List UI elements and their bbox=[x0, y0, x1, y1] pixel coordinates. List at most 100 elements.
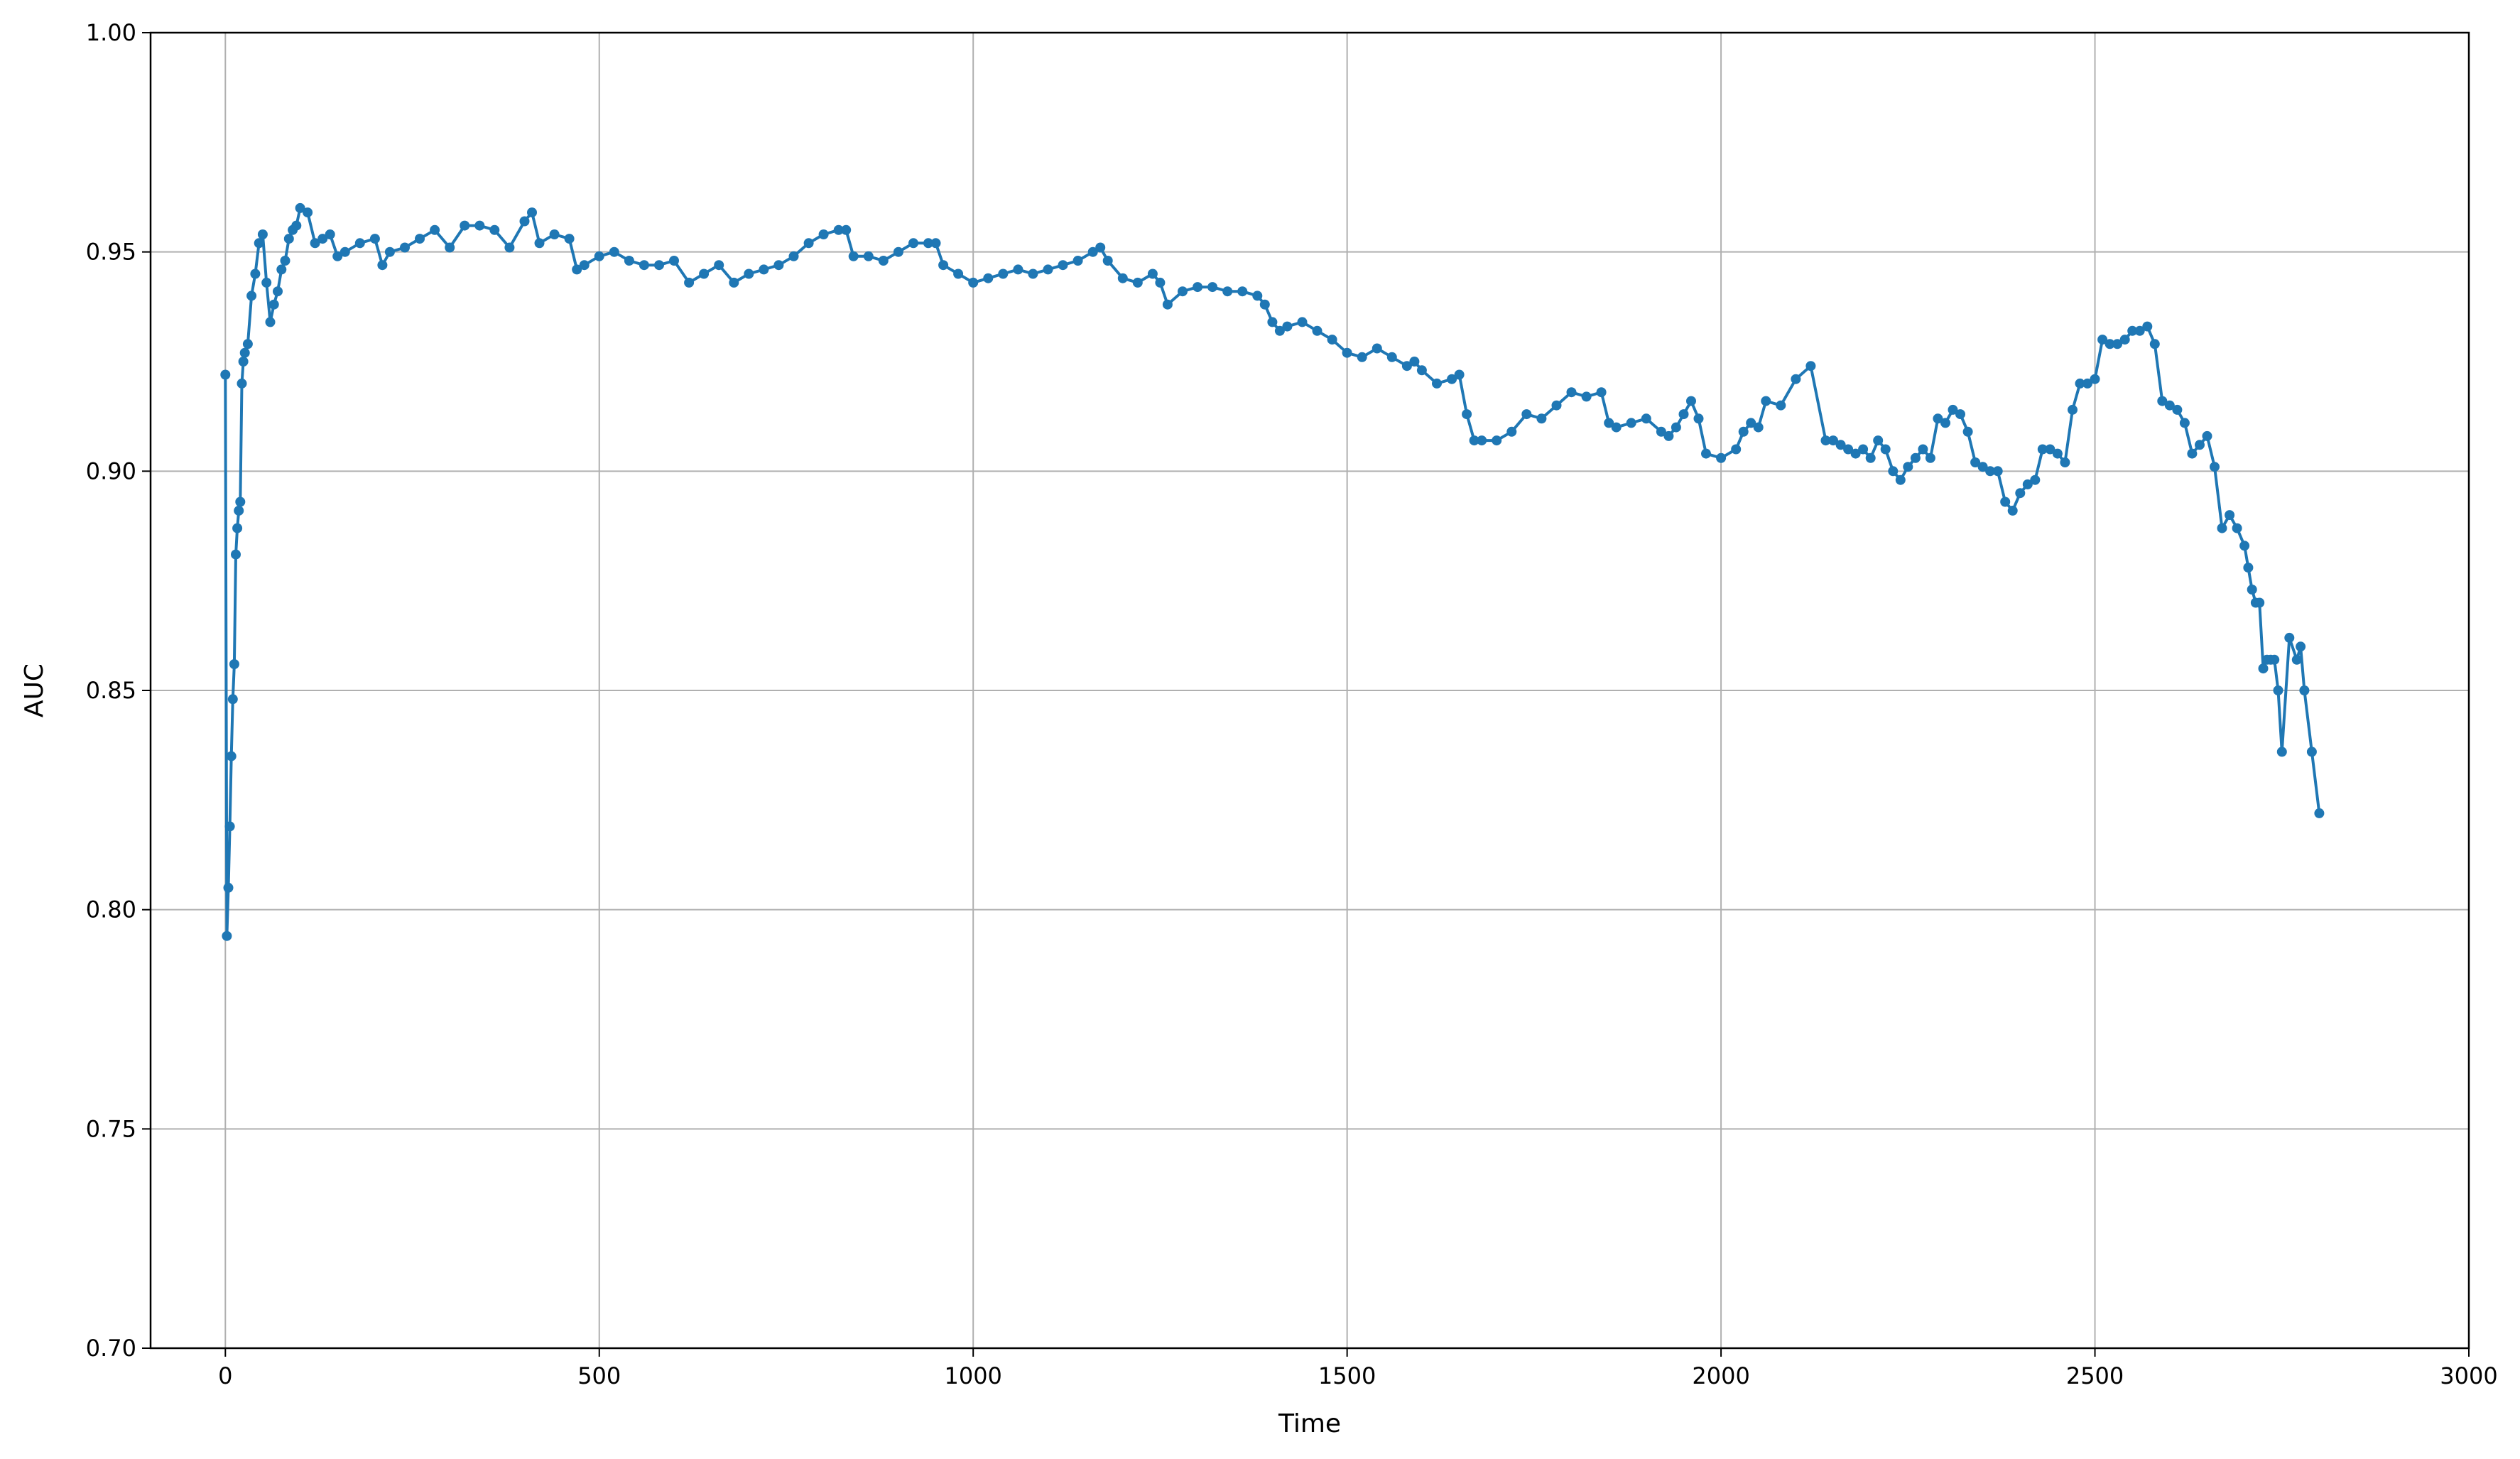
data-point bbox=[773, 260, 784, 271]
y-tick-label: 0.95 bbox=[86, 239, 136, 266]
data-point bbox=[2239, 541, 2250, 551]
data-point bbox=[2254, 597, 2265, 608]
data-point bbox=[2022, 479, 2033, 489]
data-point bbox=[1805, 361, 1816, 371]
y-tick-label: 0.85 bbox=[86, 677, 136, 704]
data-point bbox=[938, 260, 949, 271]
data-point bbox=[340, 246, 350, 257]
data-point bbox=[332, 251, 343, 261]
data-point bbox=[1858, 444, 1869, 455]
data-point bbox=[369, 234, 380, 244]
data-point bbox=[1888, 466, 1899, 477]
data-point bbox=[1962, 426, 1973, 437]
data-point bbox=[1178, 286, 1188, 297]
x-tick-label: 500 bbox=[577, 1362, 621, 1389]
data-point bbox=[2276, 747, 2287, 757]
x-tick-label: 1000 bbox=[944, 1362, 1001, 1389]
data-point bbox=[1746, 418, 1756, 428]
data-point bbox=[1454, 369, 1465, 380]
data-point bbox=[268, 299, 279, 310]
data-point bbox=[1686, 396, 1696, 406]
data-point bbox=[1117, 273, 1128, 283]
data-point bbox=[2269, 654, 2280, 665]
data-point bbox=[1596, 387, 1607, 398]
data-point bbox=[833, 224, 844, 235]
data-point bbox=[1701, 448, 1711, 459]
data-point bbox=[2164, 400, 2175, 411]
y-tick-label: 0.70 bbox=[86, 1335, 136, 1362]
data-point bbox=[1342, 347, 1352, 358]
data-point bbox=[2134, 325, 2145, 336]
data-point bbox=[1918, 444, 1928, 455]
data-point bbox=[303, 207, 313, 218]
data-point bbox=[1820, 435, 1831, 446]
data-point bbox=[2232, 523, 2242, 533]
data-point bbox=[2060, 457, 2070, 467]
data-point bbox=[354, 238, 365, 249]
data-point bbox=[930, 238, 941, 249]
data-point bbox=[2082, 378, 2092, 389]
data-point bbox=[2068, 404, 2078, 415]
data-point bbox=[234, 505, 244, 516]
data-point bbox=[257, 229, 268, 239]
data-point bbox=[1641, 413, 1651, 424]
data-point bbox=[226, 751, 237, 761]
data-point bbox=[1671, 422, 1681, 433]
data-point bbox=[2243, 563, 2254, 573]
data-point bbox=[908, 238, 918, 249]
data-point bbox=[261, 277, 272, 288]
data-point bbox=[1162, 299, 1173, 310]
data-point bbox=[1828, 435, 1838, 446]
data-point bbox=[953, 269, 964, 279]
data-point bbox=[430, 224, 440, 235]
data-point bbox=[1536, 413, 1547, 424]
data-point bbox=[460, 220, 470, 231]
data-point bbox=[968, 277, 979, 288]
data-point bbox=[1386, 352, 1397, 362]
data-point bbox=[878, 256, 889, 266]
data-point bbox=[1604, 418, 1614, 428]
data-point bbox=[1193, 282, 1203, 293]
data-point bbox=[1477, 435, 1487, 446]
data-point bbox=[564, 234, 575, 244]
data-point bbox=[2097, 335, 2108, 345]
data-point bbox=[246, 291, 257, 301]
data-point bbox=[227, 694, 238, 705]
data-point bbox=[534, 238, 545, 249]
data-point bbox=[291, 220, 302, 231]
data-point bbox=[1155, 277, 1166, 288]
data-point bbox=[2225, 510, 2235, 521]
data-point bbox=[803, 238, 814, 249]
data-point bbox=[1791, 374, 1801, 384]
data-point bbox=[1282, 321, 1293, 332]
data-point bbox=[2291, 654, 2302, 665]
data-point bbox=[1013, 264, 1023, 275]
data-point bbox=[1147, 269, 1158, 279]
data-point bbox=[1731, 444, 1742, 455]
data-point bbox=[317, 234, 328, 244]
data-point bbox=[923, 238, 933, 249]
data-point bbox=[572, 264, 582, 275]
data-point bbox=[276, 264, 287, 275]
data-point bbox=[1028, 269, 1038, 279]
data-point bbox=[1850, 448, 1861, 459]
data-point bbox=[1992, 466, 2003, 477]
x-tick-label: 1500 bbox=[1318, 1362, 1376, 1389]
data-point bbox=[2299, 685, 2310, 695]
data-point bbox=[744, 269, 754, 279]
data-point bbox=[2075, 378, 2085, 389]
data-point bbox=[310, 238, 320, 249]
x-tick-label: 2000 bbox=[1692, 1362, 1749, 1389]
data-point bbox=[2258, 663, 2269, 674]
data-point bbox=[1940, 418, 1950, 428]
data-point bbox=[229, 659, 239, 669]
y-tick-label: 0.75 bbox=[86, 1115, 136, 1142]
data-point bbox=[2119, 335, 2130, 345]
data-point bbox=[1469, 435, 1479, 446]
data-point bbox=[579, 260, 590, 271]
data-point bbox=[1716, 452, 1727, 463]
data-point bbox=[1521, 409, 1532, 420]
data-point bbox=[415, 234, 425, 244]
data-point bbox=[220, 369, 231, 380]
data-point bbox=[998, 269, 1009, 279]
